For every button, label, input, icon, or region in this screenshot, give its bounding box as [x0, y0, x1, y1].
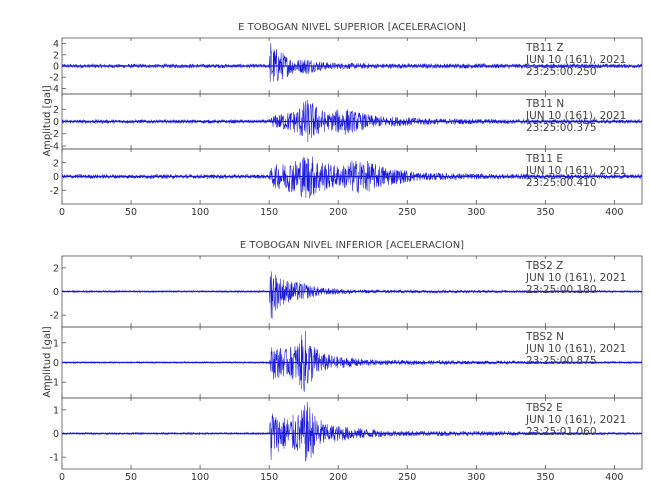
x-tick-label: 100	[191, 472, 209, 483]
y-tick-label: 0	[53, 358, 59, 369]
y-axis-label: Amplitud [gal]	[42, 85, 53, 156]
trace-date-label: JUN 10 (161), 2021	[525, 54, 626, 66]
trace-time-label: 23:25:00.250	[526, 66, 597, 78]
x-tick-label: 100	[191, 207, 209, 218]
trace-date-label: JUN 10 (161), 2021	[525, 110, 626, 122]
y-tick-label: 2	[53, 158, 59, 169]
y-tick-label: 1	[53, 405, 59, 416]
y-axis-label: Amplitud [gal]	[42, 326, 53, 397]
y-tick-label: -2	[50, 311, 59, 322]
y-tick-label: 0	[53, 172, 59, 183]
trace-station-label: TB11 Z	[525, 42, 564, 54]
trace-time-label: 23:25:01.060	[526, 426, 597, 438]
x-tick-label: 50	[125, 207, 137, 218]
x-tick-label: 150	[260, 472, 278, 483]
x-tick-label: 200	[329, 207, 347, 218]
panel-title: E TOBOGAN NIVEL INFERIOR [ACELERACION]	[240, 240, 464, 251]
waveform-line	[61, 43, 643, 82]
trace-time-label: 23:25:00.375	[526, 122, 597, 134]
trace-date-label: JUN 10 (161), 2021	[525, 272, 626, 284]
trace-time-label: 23:25:00.410	[526, 177, 597, 189]
y-tick-label: 2	[53, 105, 59, 116]
x-tick-label: 400	[605, 472, 623, 483]
x-tick-label: 300	[467, 472, 485, 483]
y-tick-label: 0	[53, 429, 59, 440]
waveform-line	[61, 156, 643, 199]
waveform-line	[61, 99, 643, 143]
x-tick-label: 350	[536, 207, 554, 218]
trace-station-label: TB11 E	[525, 153, 563, 165]
trace-time-label: 23:25:00.180	[526, 284, 597, 296]
trace-station-label: TBS2 E	[525, 402, 563, 414]
y-tick-label: -2	[50, 129, 59, 140]
x-tick-label: 150	[260, 207, 278, 218]
y-tick-label: 2	[53, 50, 59, 61]
y-tick-label: 4	[53, 39, 59, 50]
y-tick-label: -1	[50, 453, 59, 464]
x-tick-label: 400	[605, 207, 623, 218]
panel-1: E TOBOGAN NIVEL SUPERIOR [ACELERACION] Am…	[42, 22, 643, 218]
x-tick-label: 0	[59, 207, 65, 218]
trace-station-label: TB11 N	[525, 98, 564, 110]
trace-station-label: TBS2 Z	[525, 260, 563, 272]
trace-date-label: JUN 10 (161), 2021	[525, 414, 626, 426]
y-tick-label: -1	[50, 378, 59, 389]
y-tick-label: -4	[50, 84, 59, 95]
x-tick-label: 200	[329, 472, 347, 483]
panel-2: E TOBOGAN NIVEL INFERIOR [ACELERACION] Am…	[42, 240, 643, 483]
y-tick-label: -2	[50, 73, 59, 84]
y-tick-label: -4	[50, 141, 59, 152]
y-tick-label: 0	[53, 117, 59, 128]
trace-date-label: JUN 10 (161), 2021	[525, 165, 626, 177]
trace-date-label: JUN 10 (161), 2021	[525, 343, 626, 355]
x-tick-label: 250	[398, 207, 416, 218]
x-tick-label: 50	[125, 472, 137, 483]
y-tick-label: 1	[53, 338, 59, 349]
y-tick-label: 0	[53, 62, 59, 73]
y-tick-label: -2	[50, 186, 59, 197]
trace-time-label: 23:25:00.875	[526, 355, 597, 367]
y-tick-label: 2	[53, 263, 59, 274]
panel-title: E TOBOGAN NIVEL SUPERIOR [ACELERACION]	[238, 22, 466, 33]
x-tick-label: 300	[467, 207, 485, 218]
x-tick-label: 250	[398, 472, 416, 483]
y-tick-label: 0	[53, 287, 59, 298]
x-tick-label: 0	[59, 472, 65, 483]
trace-station-label: TBS2 N	[525, 331, 564, 343]
x-tick-label: 350	[536, 472, 554, 483]
